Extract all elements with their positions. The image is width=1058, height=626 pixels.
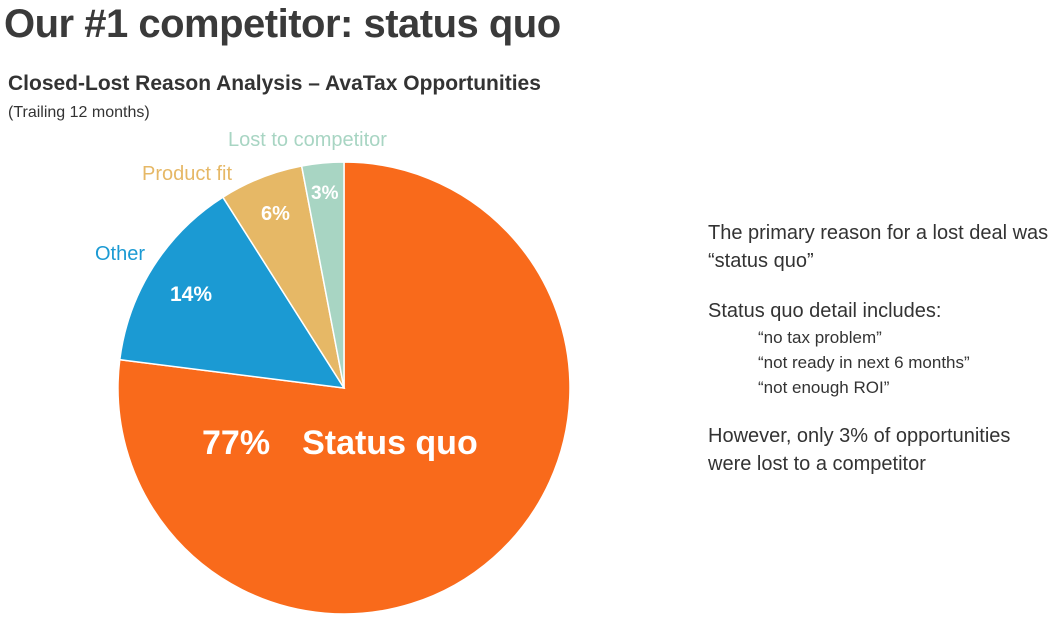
slice-label-status-quo: 77% Status quo: [202, 424, 478, 463]
detail-heading: Status quo detail includes:: [708, 300, 942, 322]
notes-panel: The primary reason for a lost deal was “…: [708, 219, 1053, 500]
legend-label-lost-to-competitor: Lost to competitor: [228, 129, 387, 151]
chart-title: Closed-Lost Reason Analysis – AvaTax Opp…: [8, 72, 541, 95]
note-primary-reason: The primary reason for a lost deal was “…: [708, 222, 1049, 272]
slice-value-product-fit: 6%: [261, 203, 290, 225]
legend-label-other: Other: [95, 243, 146, 265]
detail-item: “not enough ROI”: [758, 378, 890, 397]
slice-name-status-quo: Status quo: [302, 424, 478, 462]
detail-item: “not ready in next 6 months”: [758, 353, 970, 372]
pie-slice-other: [118, 196, 346, 389]
slice-value-status-quo: 77%: [202, 424, 271, 462]
slice-value-lost-to-competitor: 3%: [311, 183, 339, 204]
page-title: Our #1 competitor: status quo: [4, 2, 561, 46]
pie-slice-lost-to-competitor: [300, 161, 345, 389]
detail-item: “no tax problem”: [758, 328, 882, 347]
legend-label-product-fit: Product fit: [142, 163, 233, 185]
status-quo-detail: Status quo detail includes: “no tax prob…: [708, 297, 1053, 400]
pie-slice-status-quo: [117, 161, 571, 615]
note-competitor: However, only 3% of opportunities were l…: [708, 425, 1011, 475]
slice-value-other: 14%: [170, 283, 213, 306]
chart-subtitle: (Trailing 12 months): [8, 104, 150, 121]
